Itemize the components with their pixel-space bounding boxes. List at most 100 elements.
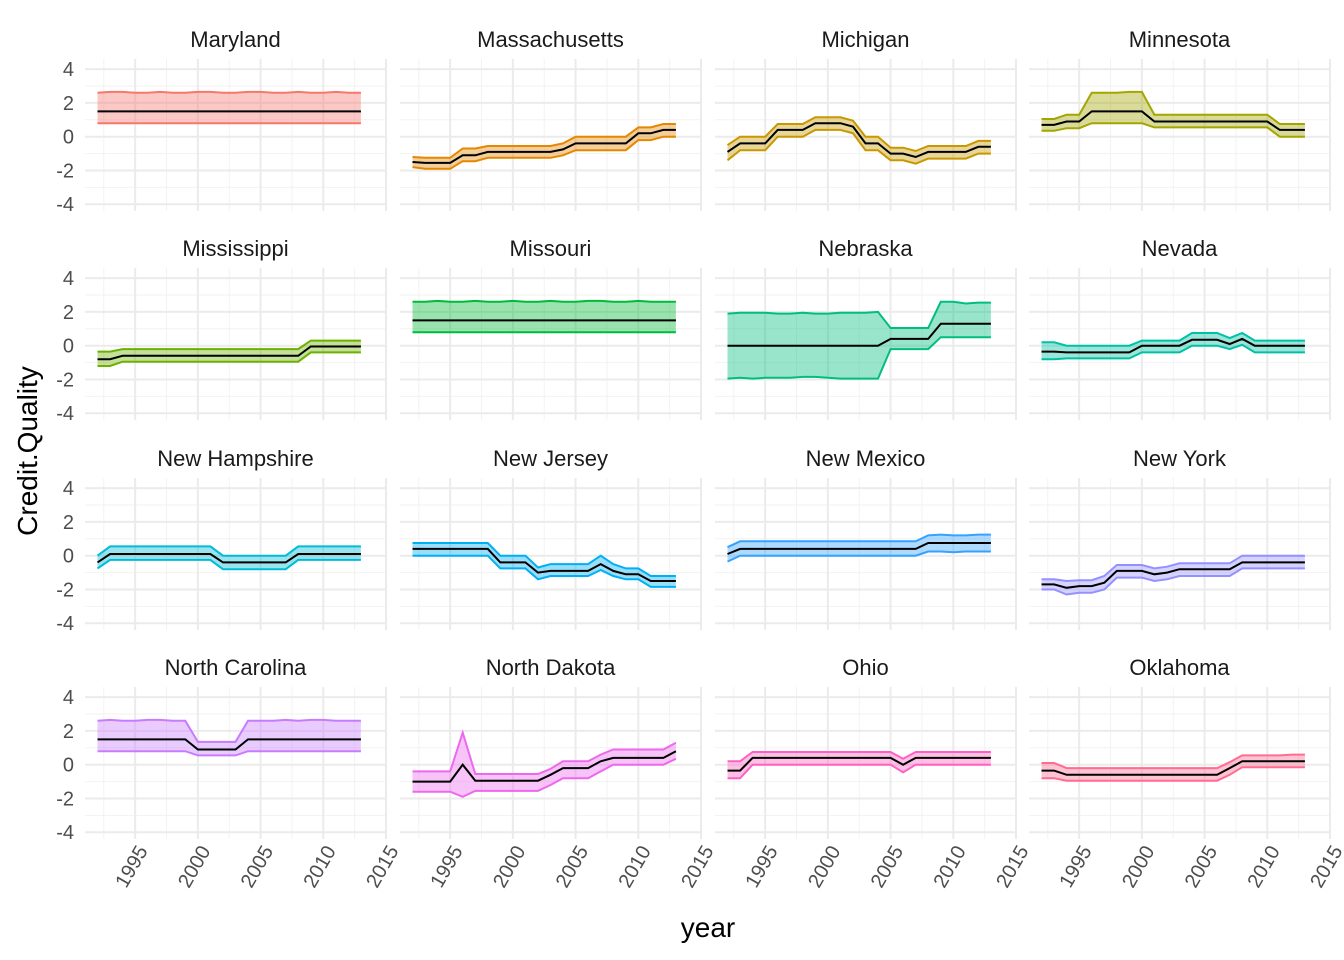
series-line-michigan: [726, 122, 991, 159]
upper-bound-ohio: [727, 751, 991, 763]
lower-bound-mississippi: [97, 351, 361, 367]
grid-maryland: [85, 59, 387, 211]
panel-massachusetts: Massachusetts: [400, 27, 702, 211]
x-tick-label: 1995: [741, 842, 782, 892]
lower-bound-new-hampshire: [96, 558, 361, 571]
panel-oklahoma: Oklahoma: [1029, 655, 1331, 839]
y-tick-label: -2: [56, 160, 74, 182]
panel-north-dakota: North Dakota: [400, 655, 702, 839]
grid-ohio: [715, 687, 1017, 839]
grid-minnesota: [1029, 59, 1331, 211]
panel-mississippi: Mississippi 4 2 0 -2 -4: [56, 236, 387, 425]
y-tick-label: -4: [56, 613, 74, 635]
series-line-new-hampshire: [96, 553, 361, 564]
y-tick-label: -4: [56, 403, 74, 425]
y-tick-label: 2: [63, 93, 74, 115]
upper-bound-mississippi: [97, 339, 361, 353]
lower-bound-nebraska: [727, 336, 991, 380]
ribbon-new-hampshire: [97, 546, 361, 570]
grid-north-dakota: [400, 687, 702, 839]
lower-bound-minnesota: [1041, 122, 1305, 138]
series-line-mississippi: [97, 345, 361, 361]
series-line-oklahoma: [1041, 760, 1305, 776]
lower-bound-new-mexico: [727, 550, 991, 563]
upper-bound-new-jersey: [412, 542, 676, 577]
series-line-nevada: [1041, 337, 1305, 354]
grid-michigan: [715, 59, 1017, 211]
strip-label-nevada: Nevada: [1142, 236, 1219, 261]
x-tick-label: 2010: [300, 842, 341, 892]
ribbon-nebraska: [727, 301, 991, 379]
lower-bound-north-carolina: [97, 750, 361, 757]
grid-oklahoma: [1029, 687, 1331, 839]
panels-layer: Maryland 4 2 0 -2 -4 Massachusetts Michigan Minn…: [56, 27, 1331, 844]
y-tick-label: 4: [63, 59, 74, 81]
y-tick-label: -2: [56, 788, 74, 810]
x-tick-label: 2015: [1306, 842, 1344, 892]
series-line-minnesota: [1041, 110, 1305, 131]
strip-label-missouri: Missouri: [510, 236, 592, 261]
series-line-new-york: [1041, 561, 1305, 589]
x-tick-label: 2015: [677, 842, 718, 892]
strip-label-maryland: Maryland: [190, 27, 280, 52]
series-line-new-jersey: [412, 547, 676, 582]
series-line-north-dakota: [412, 750, 677, 783]
panel-missouri: Missouri: [400, 236, 702, 420]
y-tick-label: -4: [56, 822, 74, 844]
y-tick-label: 2: [63, 512, 74, 534]
upper-bound-maryland: [97, 90, 361, 94]
upper-bound-north-dakota: [412, 729, 677, 775]
strip-label-north-carolina: North Carolina: [165, 655, 308, 680]
lower-bound-nevada: [1041, 343, 1305, 361]
panel-new-hampshire: New Hampshire 4 2 0 -2 -4: [56, 446, 387, 635]
lower-bound-massachusetts: [412, 135, 676, 170]
lower-bound-new-jersey: [412, 554, 676, 588]
upper-bound-missouri: [412, 299, 676, 303]
panel-ohio: Ohio: [715, 655, 1017, 839]
panel-michigan: Michigan: [715, 27, 1017, 211]
grid-new-york: [1029, 478, 1331, 630]
series-line-new-mexico: [727, 542, 991, 555]
y-tick-label: -2: [56, 369, 74, 391]
x-tick-label: 2000: [489, 842, 530, 892]
series-line-nebraska: [727, 322, 991, 347]
strip-label-north-dakota: North Dakota: [486, 655, 616, 680]
panel-minnesota: Minnesota: [1029, 27, 1331, 211]
upper-bound-nebraska: [727, 300, 991, 329]
strip-label-ohio: Ohio: [842, 655, 888, 680]
x-tick-label: 2005: [1181, 842, 1222, 892]
upper-bound-new-mexico: [727, 533, 991, 549]
panel-new-york: New York: [1029, 446, 1331, 630]
series-line-ohio: [727, 756, 991, 772]
y-tick-label: 0: [63, 546, 74, 568]
x-tick-label: 2005: [867, 842, 908, 892]
strip-label-new-york: New York: [1133, 446, 1227, 471]
upper-bound-massachusetts: [412, 123, 676, 159]
panel-north-carolina: North Carolina 4 2 0 -2 -4: [56, 655, 387, 844]
y-tick-label: 4: [63, 478, 74, 500]
x-tick-label: 2010: [930, 842, 971, 892]
x-tick-label: 2010: [1244, 842, 1285, 892]
lower-bound-ohio: [727, 763, 991, 780]
grid-missouri: [400, 268, 702, 420]
ribbon-new-york: [1041, 555, 1305, 595]
ribbon-minnesota: [1041, 91, 1305, 137]
upper-bound-michigan: [726, 116, 991, 153]
grid-massachusetts: [400, 59, 702, 211]
series-line-massachusetts: [412, 128, 676, 164]
x-tick-label: 2000: [174, 842, 215, 892]
upper-bound-north-carolina: [97, 718, 361, 743]
x-tick-label: 2000: [804, 842, 845, 892]
y-axis-title: Credit.Quality: [12, 366, 43, 536]
lower-bound-oklahoma: [1041, 766, 1305, 782]
lower-bound-michigan: [726, 128, 991, 165]
panel-new-mexico: New Mexico: [715, 446, 1017, 630]
y-tick-label: -4: [56, 194, 74, 216]
x-tick-label: 1995: [1055, 842, 1096, 892]
strip-label-oklahoma: Oklahoma: [1129, 655, 1230, 680]
panel-maryland: Maryland 4 2 0 -2 -4: [56, 27, 387, 216]
x-tick-label: 2005: [552, 842, 593, 892]
y-tick-label: 2: [63, 721, 74, 743]
x-tick-label: 2015: [362, 842, 403, 892]
